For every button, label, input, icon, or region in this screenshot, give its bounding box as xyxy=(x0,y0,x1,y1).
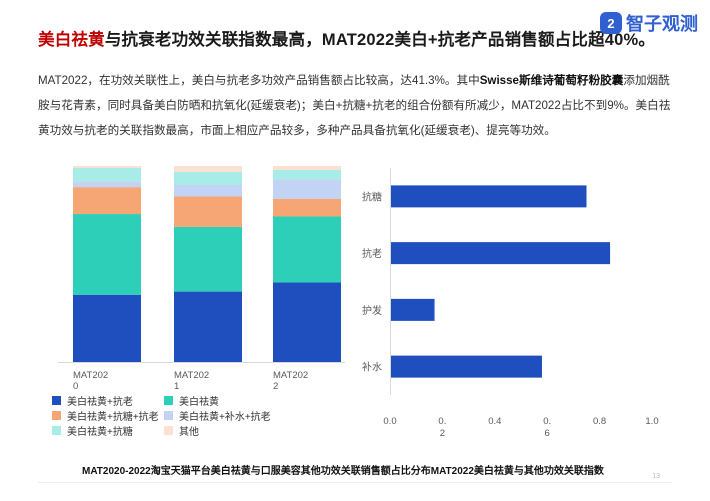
stacked-bar-segment xyxy=(73,166,141,168)
legend-swatch xyxy=(164,426,173,435)
stacked-bar-segment xyxy=(73,214,141,295)
stacked-x-tick-label: 2 xyxy=(273,381,278,392)
stacked-x-tick-label: MAT202 xyxy=(273,370,308,381)
stacked-bar-segment xyxy=(273,179,341,199)
stacked-x-tick-label: 1 xyxy=(174,381,179,392)
hbar-bar xyxy=(391,298,435,321)
legend-swatch xyxy=(164,396,173,405)
stacked-bar-segment xyxy=(174,185,242,197)
stacked-bar-segment xyxy=(174,291,242,362)
legend-row: 美白祛黄+抗糖 其他 xyxy=(52,423,312,438)
hbar-x-tick-label: 0. xyxy=(543,416,551,427)
stacked-bar-segment xyxy=(174,196,242,227)
legend-item: 美白祛黄+抗糖+抗老 xyxy=(52,408,164,423)
hbar-x-tick-label: 0.0 xyxy=(383,416,396,427)
legend-item: 其他 xyxy=(164,423,276,438)
stacked-bar-segment xyxy=(174,166,242,172)
logo-text: 智子观测 xyxy=(626,14,698,34)
stacked-bar-segment xyxy=(273,169,341,180)
legend-label: 其他 xyxy=(179,427,199,438)
page-number: 13 xyxy=(652,473,660,480)
hbar-x-tick-label: 0.4 xyxy=(488,416,501,427)
stacked-bar-segment xyxy=(73,167,141,182)
legend-swatch xyxy=(52,426,61,435)
stacked-bar-segment xyxy=(73,294,141,362)
paragraph-part-1: MAT2022，在功效关联性上，美白与抗老多功效产品销售额占比较高，达41.3%… xyxy=(38,74,480,87)
logo-mark-icon: 2 xyxy=(600,12,622,34)
hbar-category-label: 抗老 xyxy=(362,247,382,260)
hbar-category-label: 抗糖 xyxy=(362,190,382,203)
hbar-bar xyxy=(391,242,611,265)
legend-item: 美白祛黄 xyxy=(164,393,276,408)
stacked-x-tick-label: 0 xyxy=(73,381,78,392)
legend-swatch xyxy=(52,411,61,420)
page-title: 美白祛黄与抗衰老功效关联指数最高，MAT2022美白+抗老产品销售额占比超40%… xyxy=(38,26,655,50)
stacked-x-tick-label: MAT202 xyxy=(73,370,108,381)
legend-row: 美白祛黄+抗糖+抗老 美白祛黄+补水+抗老 xyxy=(52,408,312,423)
hbar-x-tick-label: 1.0 xyxy=(645,416,658,427)
legend-label: 美白祛黄 xyxy=(179,397,219,408)
legend-item: 美白祛黄+抗糖 xyxy=(52,423,164,438)
hbar-x-tick-label: 6 xyxy=(545,428,550,439)
legend-label: 美白祛黄+补水+抗老 xyxy=(179,412,271,423)
legend-swatch xyxy=(164,411,173,420)
stacked-bar-segment xyxy=(73,187,141,215)
stacked-x-tick-label: MAT202 xyxy=(174,370,209,381)
hbar-x-tick-label: 2 xyxy=(440,428,445,439)
legend-label: 美白祛黄+抗糖+抗老 xyxy=(67,412,159,423)
description-paragraph: MAT2022，在功效关联性上，美白与抗老多功效产品销售额占比较高，达41.3%… xyxy=(38,68,678,143)
hbar-category-label: 补水 xyxy=(362,361,382,374)
footer-divider xyxy=(38,482,672,483)
stacked-bar-segment xyxy=(174,171,242,186)
stacked-bar-segment xyxy=(73,181,141,188)
legend-item: 美白祛黄+补水+抗老 xyxy=(164,408,276,423)
legend-label: 美白祛黄+抗糖 xyxy=(67,427,133,438)
legend-row: 美白祛黄+抗老 美白祛黄 xyxy=(52,393,312,408)
hbar-bar xyxy=(391,185,587,208)
stacked-bar-segment xyxy=(273,166,341,170)
hbar-category-label: 护发 xyxy=(362,304,382,317)
paragraph-product-name: Swisse斯维诗葡萄籽粉胶囊 xyxy=(479,74,624,87)
stacked-bar-segment xyxy=(273,216,341,283)
chart-legend: 美白祛黄+抗老 美白祛黄美白祛黄+抗糖+抗老 美白祛黄+补水+抗老美白祛黄+抗糖 其他 xyxy=(52,393,312,438)
hbar-x-tick-label: 0. xyxy=(438,416,446,427)
title-rest: 与抗衰老功效关联指数最高，MAT2022美白+抗老产品销售额占比超40%。 xyxy=(104,31,656,49)
paragraph-part-2: 添加烟酰胺与花青素，同时具备美白防晒和抗氧化(延缓衰老)；美白+抗糖+抗老的组合… xyxy=(38,74,671,137)
stacked-bar-segment xyxy=(174,226,242,292)
hbar-x-tick-label: 0.8 xyxy=(593,416,606,427)
legend-item: 美白祛黄+抗老 xyxy=(52,393,164,408)
title-highlight: 美白祛黄 xyxy=(38,31,105,49)
stacked-bar-segment xyxy=(273,282,341,362)
hbar-bar xyxy=(391,355,542,378)
brand-logo: 2 智子观测 xyxy=(600,10,698,36)
stacked-bar-segment xyxy=(273,198,341,217)
legend-swatch xyxy=(52,396,61,405)
legend-label: 美白祛黄+抗老 xyxy=(67,397,133,408)
chart-caption: MAT2020-2022淘宝天猫平台美白祛黄与口服美容其他功效关联销售额占比分布… xyxy=(82,466,604,477)
